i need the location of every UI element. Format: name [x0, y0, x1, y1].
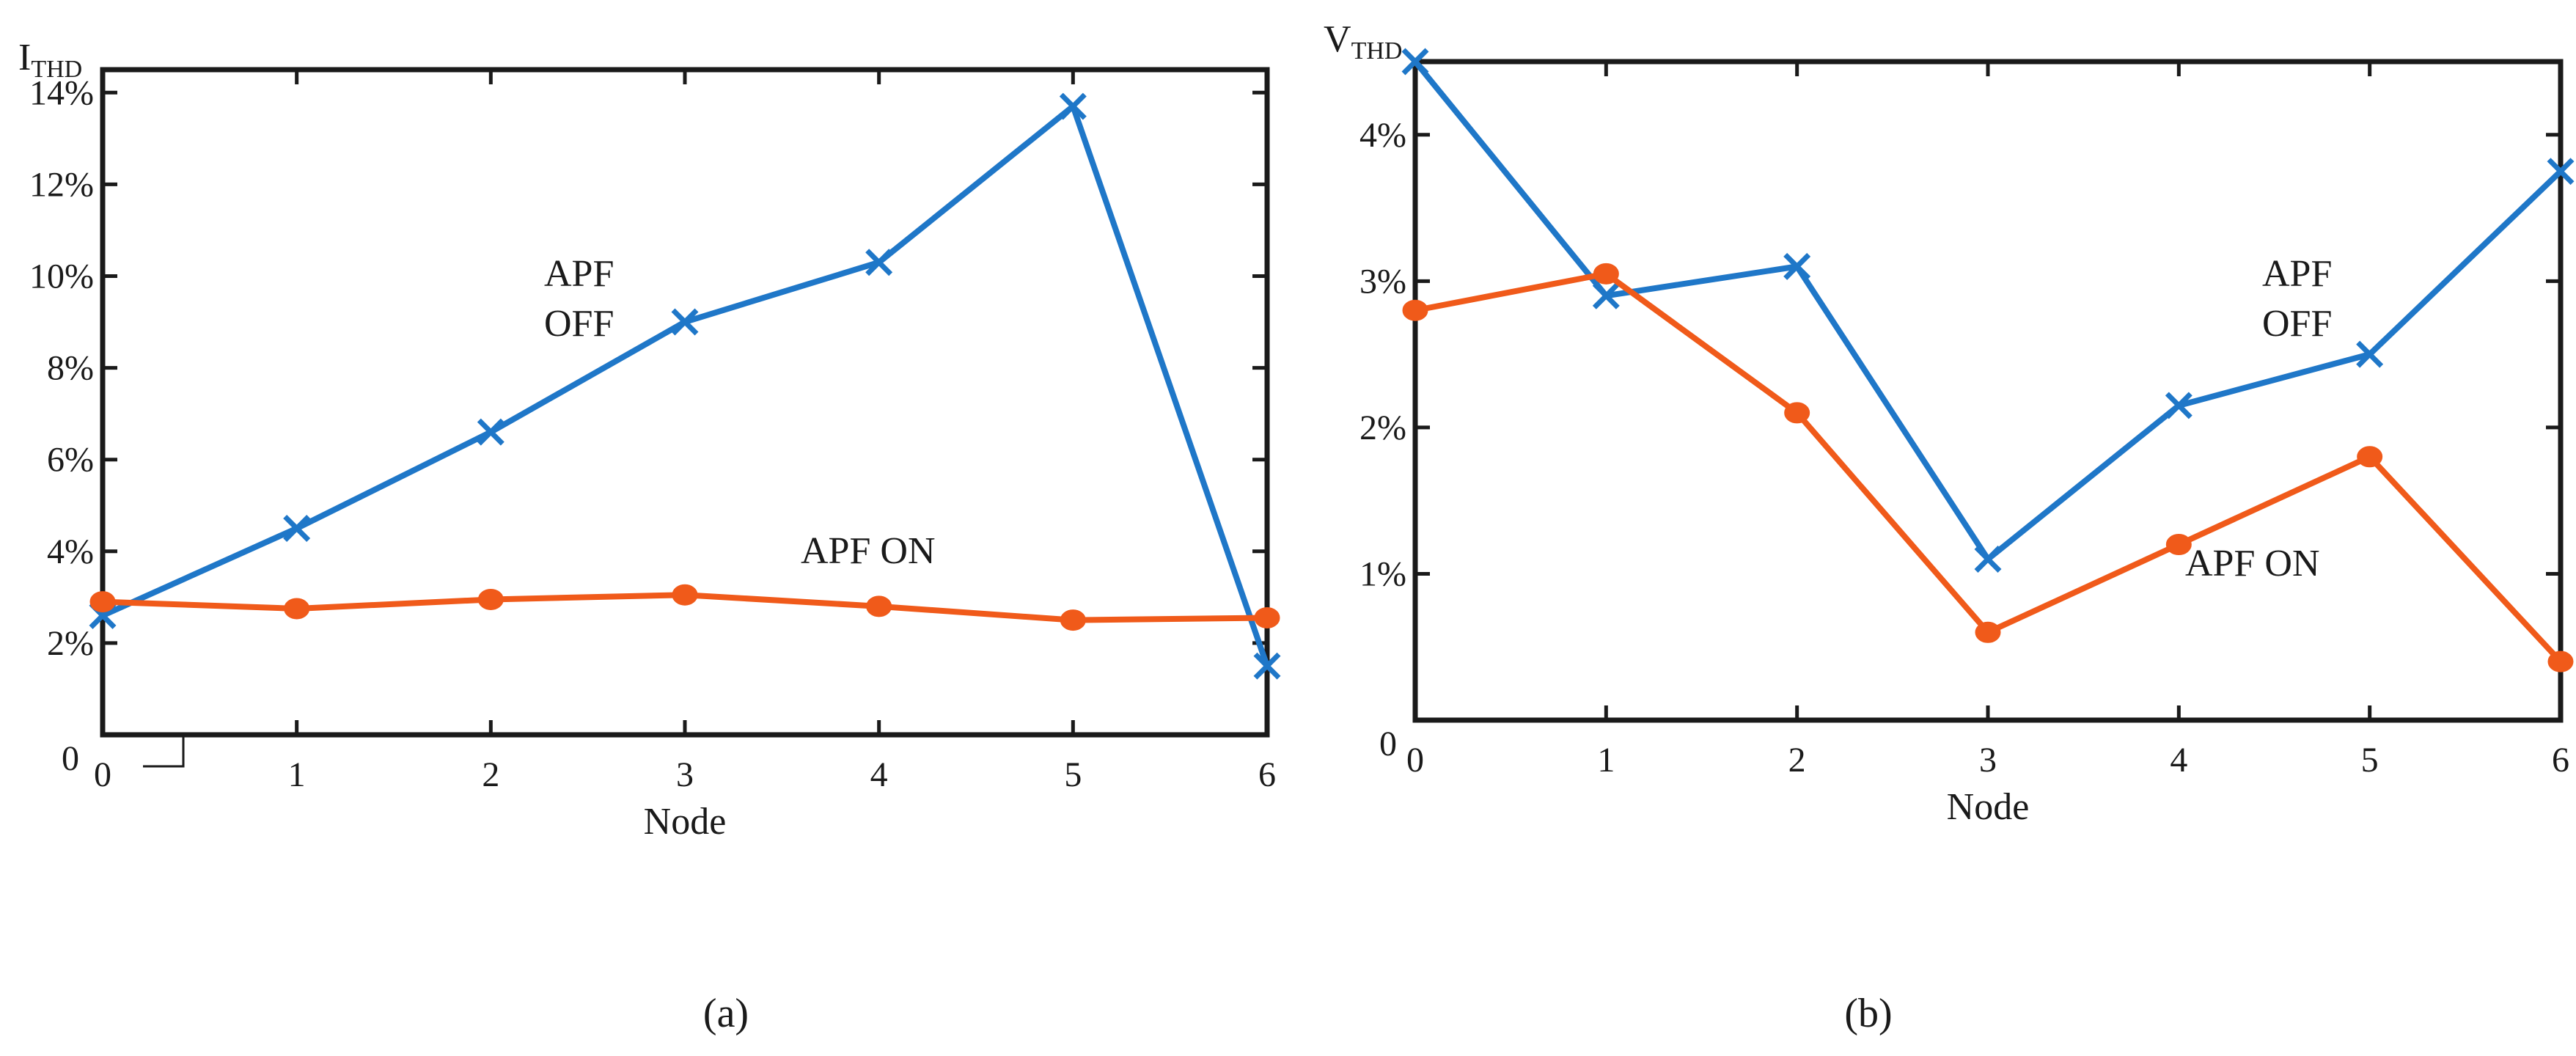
data-point-o [1975, 621, 2001, 643]
x-tick-label: 1 [288, 755, 306, 794]
x-tick-label: 2 [1788, 741, 1806, 780]
data-point-x [1592, 282, 1620, 309]
x-axis-title: Node [644, 801, 727, 843]
data-point-x [2356, 340, 2384, 368]
data-point-x [1253, 652, 1281, 680]
x-tick-label: 4 [2170, 741, 2187, 780]
data-point-x [671, 308, 699, 336]
x-tick-label: 0 [94, 755, 111, 794]
annotation-apf-off: OFF [544, 303, 614, 345]
data-point-x [1401, 48, 1429, 76]
data-point-o [866, 595, 892, 617]
data-point-o [89, 591, 116, 613]
data-point-x [477, 418, 504, 446]
y-tick-label: 4% [1359, 116, 1406, 155]
y-tick-label: 6% [47, 441, 94, 480]
series-line [1412, 59, 2563, 562]
data-point-x [865, 249, 893, 276]
y-tick-label: 3% [1359, 262, 1406, 301]
series-apf-on [89, 584, 1280, 631]
data-point-x [2165, 392, 2192, 419]
x-tick-label: 2 [482, 755, 499, 794]
data-point-o [1060, 609, 1086, 631]
data-point-o [1784, 402, 1810, 424]
data-point-x [1783, 252, 1811, 280]
origin-label: 0 [62, 739, 79, 778]
x-tick-label: 5 [2361, 741, 2379, 780]
x-axis-title: Node [1947, 786, 2030, 828]
origin-label: 0 [1379, 725, 1397, 763]
x-tick-label: 6 [2552, 741, 2569, 780]
data-point-o [1254, 606, 1280, 628]
annotation-apf-on: APF ON [801, 530, 936, 572]
data-point-o [2547, 650, 2574, 672]
origin-bracket [143, 735, 185, 768]
y-axis-title-subscript: THD [1351, 37, 1403, 65]
data-point-o [2357, 446, 2383, 468]
data-point-x [283, 515, 311, 542]
y-tick-label: 14% [29, 73, 94, 112]
y-tick-label: 12% [29, 165, 94, 204]
y-tick-label: 4% [47, 532, 94, 571]
data-point-o [2165, 534, 2192, 556]
x-tick-label: 1 [1597, 741, 1615, 780]
x-tick-label: 5 [1064, 755, 1082, 794]
data-point-x [1974, 546, 2002, 573]
x-tick-label: 4 [870, 755, 888, 794]
y-tick-label: 2% [1359, 408, 1406, 447]
y-tick-label: 2% [47, 624, 94, 663]
annotation-apf-off: APF [2262, 253, 2332, 295]
data-point-o [477, 588, 504, 610]
plot-frame [1412, 59, 2564, 723]
data-point-o [1593, 263, 1619, 285]
x-tick-label: 0 [1406, 741, 1424, 780]
y-axis-title-subscript: THD [31, 56, 82, 83]
data-point-x [1059, 92, 1087, 120]
chart-panel-a: 0 1 2 3 4 5 6 2% 4% 6% 8% 10% 12% 14% 0 ITHD Node APF OFF A… [18, 37, 1281, 1036]
series-line [101, 103, 1270, 667]
annotation-apf-off: OFF [2262, 303, 2332, 345]
panel-label: (b) [1844, 991, 1892, 1036]
annotation-apf-on: APF ON [2185, 543, 2320, 584]
y-tick-label: 1% [1359, 554, 1406, 593]
y-tick-label: 8% [47, 349, 94, 388]
y-axis-title: VTHD [1324, 18, 1402, 65]
data-point-x [2547, 158, 2575, 186]
x-tick-label: 3 [676, 755, 694, 794]
data-point-o [672, 584, 698, 606]
series-apf-off [1401, 48, 2575, 573]
chart-panel-b: 0 1 2 3 4 5 6 1% 2% 3% 4% 0 VTHD Node APF OFF APF ON (b) [1324, 18, 2575, 1036]
y-axis-title: ITHD [18, 37, 82, 83]
data-point-o [1402, 299, 1428, 321]
x-tick-label: 6 [1258, 755, 1276, 794]
annotation-apf-off: APF [544, 253, 614, 295]
series-apf-on [1402, 263, 2574, 672]
data-point-o [284, 598, 310, 620]
y-tick-label: 10% [29, 257, 94, 296]
panel-label: (a) [703, 991, 749, 1036]
x-tick-label: 3 [1979, 741, 1997, 780]
